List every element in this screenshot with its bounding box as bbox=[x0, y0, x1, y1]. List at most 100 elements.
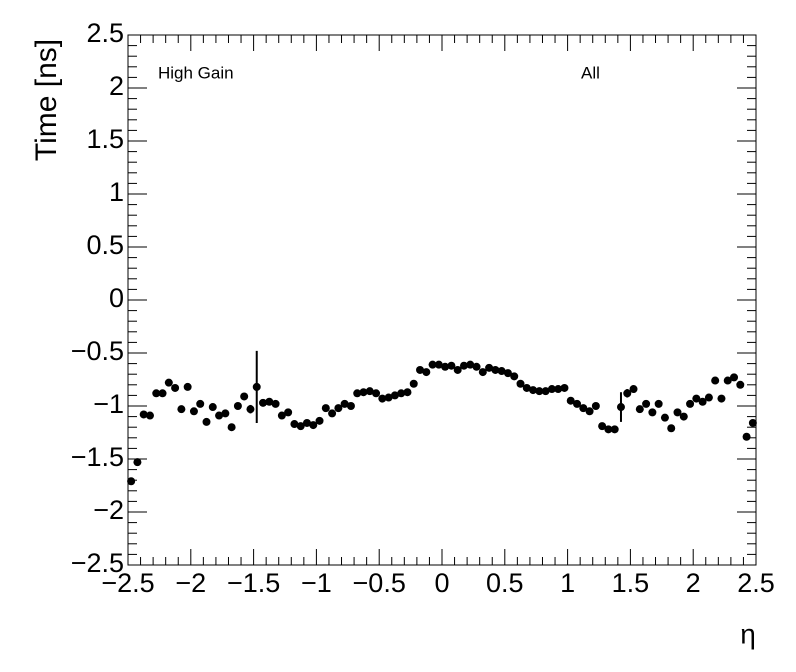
data-point bbox=[434, 360, 443, 369]
data-point bbox=[202, 417, 211, 426]
data-point bbox=[616, 403, 625, 412]
data-point bbox=[660, 413, 669, 422]
data-point bbox=[302, 418, 311, 427]
data-point bbox=[654, 399, 663, 408]
x-tick-label: −1 bbox=[301, 568, 332, 598]
data-point bbox=[648, 408, 657, 417]
data-point bbox=[591, 402, 600, 410]
x-tick-label: −1.5 bbox=[227, 568, 280, 598]
data-point bbox=[566, 396, 575, 405]
data-point bbox=[403, 388, 412, 397]
data-point bbox=[409, 379, 418, 388]
data-point bbox=[692, 394, 701, 403]
data-point bbox=[227, 423, 236, 432]
data-point bbox=[453, 365, 462, 374]
data-point bbox=[353, 389, 362, 398]
data-point bbox=[510, 372, 519, 381]
data-point bbox=[472, 362, 481, 371]
y-axis-label: Time [ns] bbox=[30, 39, 63, 161]
data-point bbox=[629, 385, 638, 394]
x-tick-label: 1.5 bbox=[612, 568, 650, 598]
data-point bbox=[748, 418, 757, 427]
data-point bbox=[723, 376, 732, 385]
data-point bbox=[491, 365, 500, 374]
data-point bbox=[717, 394, 726, 403]
x-tick-label: 1 bbox=[560, 568, 575, 598]
data-point bbox=[541, 387, 550, 396]
x-tick-label: 0.5 bbox=[486, 568, 524, 598]
data-point bbox=[240, 392, 249, 401]
data-point bbox=[522, 383, 531, 392]
data-point bbox=[422, 368, 431, 377]
data-point bbox=[459, 361, 468, 370]
data-point bbox=[127, 477, 136, 486]
x-tick-label: 2 bbox=[686, 568, 701, 598]
data-point bbox=[372, 389, 381, 398]
y-tick-label: 0 bbox=[109, 283, 124, 313]
annotation: All bbox=[581, 63, 600, 82]
data-point bbox=[384, 393, 393, 402]
data-point bbox=[196, 399, 205, 408]
data-point bbox=[309, 421, 318, 430]
data-point bbox=[233, 402, 242, 410]
data-point bbox=[328, 409, 337, 418]
y-tick-label: 1 bbox=[109, 177, 124, 207]
data-point bbox=[397, 389, 406, 398]
data-point bbox=[252, 382, 261, 391]
data-point bbox=[189, 407, 198, 416]
data-point bbox=[158, 389, 167, 398]
x-tick-label: 2.5 bbox=[737, 568, 775, 598]
data-point bbox=[259, 398, 268, 407]
data-point bbox=[340, 399, 349, 408]
y-tick-label: −2 bbox=[93, 495, 124, 525]
data-point bbox=[529, 386, 538, 395]
data-point bbox=[485, 363, 494, 372]
x-tick-label: −2 bbox=[175, 568, 206, 598]
data-point bbox=[573, 399, 582, 408]
data-point bbox=[315, 416, 324, 425]
plot-frame bbox=[127, 34, 757, 566]
data-point bbox=[497, 367, 506, 376]
data-point bbox=[246, 405, 255, 414]
data-point bbox=[730, 373, 739, 382]
data-point bbox=[604, 425, 613, 434]
data-point bbox=[416, 365, 425, 374]
data-point bbox=[535, 387, 544, 396]
data-point bbox=[698, 397, 707, 406]
data-point bbox=[447, 361, 456, 370]
y-tick-label: −0.5 bbox=[71, 336, 124, 366]
data-point bbox=[183, 382, 192, 391]
data-point bbox=[277, 411, 286, 420]
data-point bbox=[503, 369, 512, 378]
data-point bbox=[635, 405, 644, 414]
data-point bbox=[704, 393, 713, 402]
data-point bbox=[290, 420, 299, 429]
data-point bbox=[742, 432, 751, 441]
data-point bbox=[321, 404, 330, 413]
data-point bbox=[177, 405, 186, 414]
data-point bbox=[296, 422, 305, 431]
y-tick-label: 0.5 bbox=[86, 230, 124, 260]
data-point bbox=[334, 404, 343, 413]
data-point bbox=[516, 379, 525, 388]
data-point bbox=[466, 360, 475, 369]
data-point bbox=[139, 410, 148, 419]
x-tick-label: −0.5 bbox=[353, 568, 406, 598]
data-point bbox=[610, 425, 619, 434]
data-point bbox=[365, 387, 374, 396]
data-point bbox=[642, 399, 651, 408]
data-point bbox=[554, 385, 563, 394]
data-point bbox=[679, 412, 688, 421]
data-point bbox=[221, 409, 230, 418]
data-point bbox=[346, 402, 355, 410]
data-point bbox=[133, 458, 142, 467]
x-axis-label: η bbox=[740, 618, 756, 649]
data-point bbox=[378, 394, 387, 403]
y-tick-label: 2.5 bbox=[86, 18, 124, 48]
data-point bbox=[171, 383, 180, 392]
y-tick-label: −2.5 bbox=[71, 548, 124, 578]
data-point bbox=[215, 411, 224, 420]
data-point bbox=[390, 391, 399, 400]
data-point bbox=[547, 385, 556, 394]
